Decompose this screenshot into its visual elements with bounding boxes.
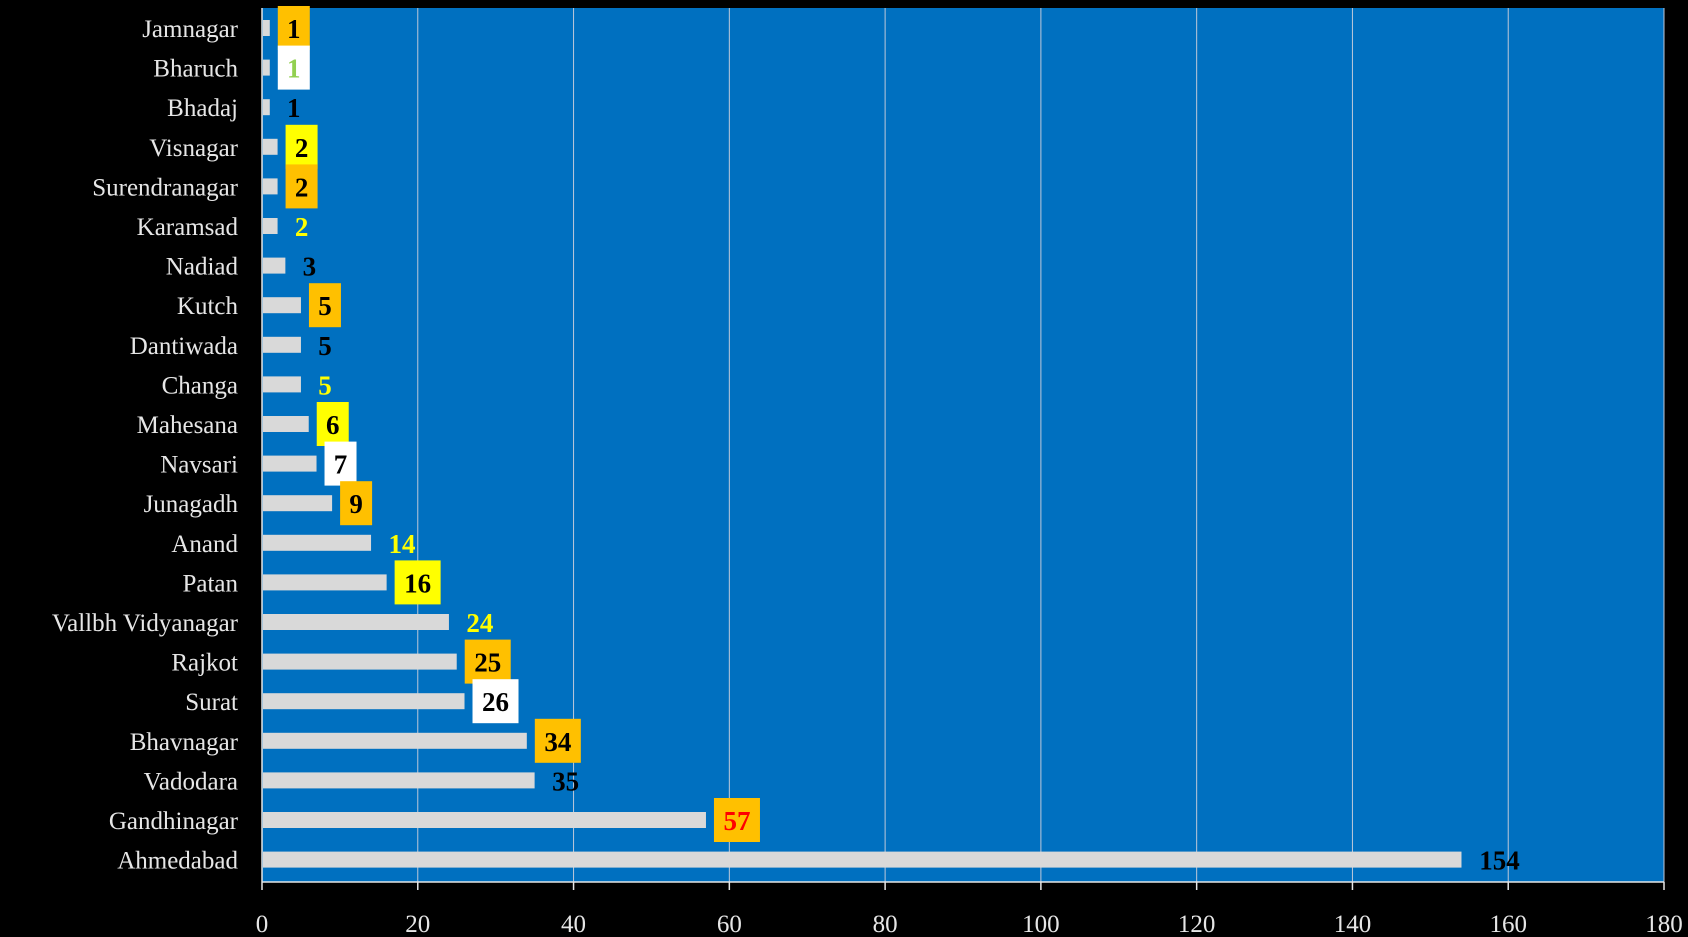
category-label: Patan xyxy=(182,570,238,597)
bar xyxy=(263,416,309,432)
data-label: 5 xyxy=(318,331,332,361)
data-label-box xyxy=(713,798,760,842)
bar xyxy=(263,99,270,116)
data-label: 5 xyxy=(318,370,332,400)
gridlines xyxy=(417,8,1665,882)
data-label-box xyxy=(277,6,310,50)
data-label: 35 xyxy=(552,766,579,796)
bar xyxy=(263,376,301,393)
bar xyxy=(263,653,457,670)
category-label: Dantiwada xyxy=(130,333,238,360)
bar xyxy=(263,772,535,789)
data-label-box xyxy=(394,560,441,605)
data-label-box xyxy=(285,164,318,209)
data-label-box xyxy=(316,402,349,446)
bar xyxy=(263,297,301,314)
data-label-box xyxy=(324,441,357,486)
data-label: 7 xyxy=(334,450,348,480)
category-label: Bhadaj xyxy=(167,95,238,122)
data-label-box xyxy=(340,481,373,526)
x-tick-label: 80 xyxy=(873,911,898,937)
data-label: 25 xyxy=(474,648,501,678)
data-label: 2 xyxy=(295,172,309,202)
bar xyxy=(263,257,286,274)
data-label-box xyxy=(277,45,310,90)
x-tick-label: 60 xyxy=(717,911,742,937)
data-label: 9 xyxy=(349,489,363,519)
bar xyxy=(263,732,527,749)
data-label: 57 xyxy=(723,806,750,836)
x-tick-label: 40 xyxy=(561,911,586,937)
data-label-box xyxy=(285,124,318,169)
x-axis-ticks: 0 20 40 60 80 100 120 140 160 180 xyxy=(256,8,1683,937)
data-label-box xyxy=(534,718,581,763)
bar xyxy=(263,614,449,630)
x-tick-label: 140 xyxy=(1334,911,1372,937)
x-tick-label: 180 xyxy=(1645,911,1683,937)
data-label: 1 xyxy=(287,14,301,44)
bar xyxy=(263,812,706,828)
data-label-box xyxy=(472,679,519,724)
category-label: Changa xyxy=(162,372,238,399)
x-tick-label: 0 xyxy=(256,911,269,937)
bar xyxy=(263,495,333,512)
data-label: 3 xyxy=(303,252,317,282)
data-label: 26 xyxy=(482,687,509,717)
data-label: 6 xyxy=(326,410,340,440)
bar xyxy=(263,534,372,551)
data-label: 14 xyxy=(389,529,416,559)
plot-area xyxy=(262,8,1664,882)
x-tick-label: 100 xyxy=(1022,911,1060,937)
bar xyxy=(263,59,270,76)
bar xyxy=(263,138,278,155)
category-label: Mahesana xyxy=(137,412,238,439)
data-label: 154 xyxy=(1479,846,1520,876)
category-label: Bharuch xyxy=(153,56,238,83)
category-label: Ahmedabad xyxy=(117,848,238,875)
category-label: Kutch xyxy=(177,293,239,320)
category-label: Gandhinagar xyxy=(109,808,239,835)
category-label: Anand xyxy=(171,531,238,558)
x-tick-label: 20 xyxy=(405,911,430,937)
category-label: Visnagar xyxy=(149,135,238,162)
data-label: 34 xyxy=(544,727,571,757)
bar xyxy=(263,574,387,591)
category-label: Surat xyxy=(185,689,238,716)
data-label-box xyxy=(464,639,511,684)
data-label: 24 xyxy=(466,608,493,638)
x-tick-label: 120 xyxy=(1178,911,1216,937)
data-label: 1 xyxy=(287,54,301,84)
data-label-box xyxy=(308,283,341,328)
category-label: Vadodara xyxy=(144,768,238,795)
bar xyxy=(263,693,465,710)
bar xyxy=(263,455,317,472)
category-label: Rajkot xyxy=(171,650,238,677)
bar xyxy=(263,218,278,234)
data-label: 16 xyxy=(404,568,431,598)
category-label: Junagadh xyxy=(144,491,239,518)
bar xyxy=(263,178,278,195)
bar xyxy=(263,20,270,36)
category-label: Jamnagar xyxy=(142,16,238,43)
category-label: Navsari xyxy=(160,452,238,479)
category-label: Bhavnagar xyxy=(130,729,239,756)
bar xyxy=(263,336,301,353)
category-label: Karamsad xyxy=(137,214,239,241)
category-label: Vallbh Vidyanagar xyxy=(52,610,239,637)
category-label: Surendranagar xyxy=(92,174,238,201)
category-labels: Jamnagar Bharuch Bhadaj Visnagar Surendranag… xyxy=(52,16,239,875)
x-tick-label: 160 xyxy=(1489,911,1527,937)
data-label: 2 xyxy=(295,212,309,242)
bars xyxy=(263,20,1462,868)
data-label: 1 xyxy=(287,93,301,123)
bar xyxy=(263,851,1462,868)
data-label: 2 xyxy=(295,133,309,163)
category-label: Nadiad xyxy=(166,254,239,281)
data-label: 5 xyxy=(318,291,332,321)
